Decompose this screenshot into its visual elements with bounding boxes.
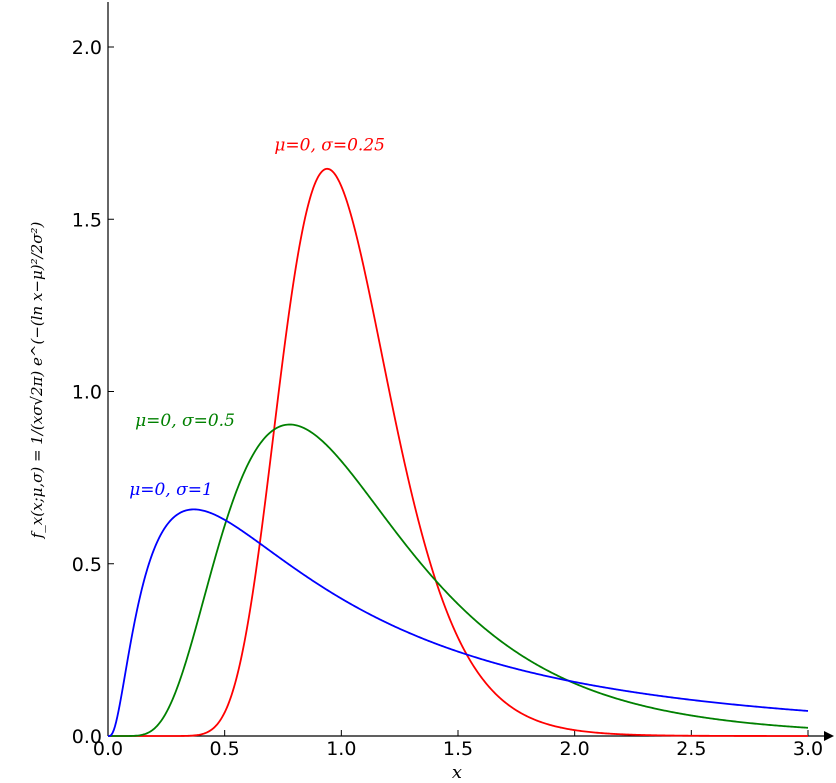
x-tick-label: 2.0 [560,738,590,760]
y-tick-label: 0.0 [72,726,102,748]
x-tick-label: 1.5 [443,738,473,760]
series-annotation-1: μ=0, σ=0.5 [135,411,235,431]
annotations: μ=0, σ=0.25 μ=0, σ=0.5 μ=0, σ=1 [129,135,385,500]
series-annotation-0: μ=0, σ=0.25 [274,135,385,155]
series-line-sigma-0-25 [108,167,808,737]
series-line-sigma-0-5 [108,423,809,737]
curves [107,167,809,737]
series-line-sigma-1 [107,508,809,737]
x-axis-arrow-icon [824,731,834,741]
y-tick-label: 2.0 [72,37,102,59]
x-axis-label: x [452,762,462,783]
y-axis-label: f_x(x;μ,σ) = 1/(xσ√2π) e^(−(ln x−μ)²/2σ²… [28,222,46,540]
y-tick-label: 0.5 [72,554,102,576]
ticks: 0.0 0.5 1.0 1.5 2.0 2.5 3.0 0.0 0.5 1.0 1.5 2.0 [72,37,823,760]
x-tick-label: 2.5 [676,738,706,760]
x-tick-label: 0.5 [210,738,240,760]
axes [107,2,834,741]
x-tick-label: 0.0 [93,738,123,760]
series-annotation-2: μ=0, σ=1 [129,480,213,500]
x-tick-label: 1.0 [326,738,356,760]
y-tick-label: 1.5 [72,209,102,231]
y-tick-label: 1.0 [72,382,102,404]
x-tick-label: 3.0 [793,738,823,760]
